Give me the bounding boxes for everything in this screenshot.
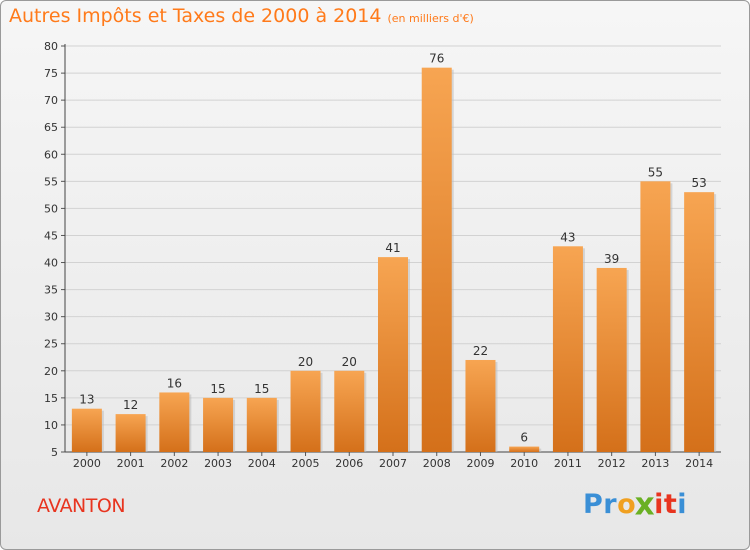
x-tick-label: 2013 (641, 457, 669, 470)
bar-2008 (421, 67, 452, 453)
data-label: 20 (342, 355, 357, 369)
y-tick-label: 65 (44, 121, 58, 134)
y-tick-label: 45 (44, 229, 58, 242)
bar-2014 (684, 192, 715, 452)
data-label: 20 (298, 355, 313, 369)
data-label: 15 (254, 382, 269, 396)
x-tick-label: 2000 (73, 457, 101, 470)
brand-logo: Proxiti (583, 486, 688, 523)
bar-2002 (159, 392, 190, 452)
x-tick-label: 2005 (292, 457, 320, 470)
y-tick-label: 55 (44, 175, 58, 188)
brand-logo-letter: i (677, 489, 688, 520)
x-tick-label: 2006 (335, 457, 363, 470)
bar-2011 (552, 246, 583, 452)
y-tick-label: 75 (44, 67, 58, 80)
y-tick-label: 80 (44, 40, 58, 53)
data-label: 41 (385, 241, 400, 255)
y-tick-label: 70 (44, 94, 58, 107)
brand-logo-letter: i (654, 489, 664, 520)
y-tick-label: 5 (51, 446, 58, 459)
x-tick-label: 2011 (554, 457, 582, 470)
y-tick-label: 10 (44, 419, 58, 432)
x-tick-label: 2001 (117, 457, 145, 470)
bar-2004 (246, 397, 277, 452)
x-tick-label: 2003 (204, 457, 232, 470)
data-label: 15 (210, 382, 225, 396)
x-tick-label: 2009 (466, 457, 494, 470)
brand-logo-letter: o (617, 489, 637, 520)
x-tick-label: 2004 (248, 457, 276, 470)
y-tick-labels: 5 10 15 20 25 30 35 40 45 50 55 60 65 70 75 80 (44, 40, 58, 459)
x-tick-label: 2008 (423, 457, 451, 470)
brand-logo-letter: t (663, 489, 678, 520)
x-tick-label: 2012 (598, 457, 626, 470)
bar-2006 (334, 370, 365, 452)
data-label: 13 (79, 393, 94, 407)
y-tick-label: 50 (44, 202, 58, 215)
y-tick-label: 20 (44, 365, 58, 378)
place-name: AVANTON (37, 495, 126, 517)
data-label: 39 (604, 252, 619, 266)
bar-2003 (203, 397, 234, 452)
brand-logo-letter: P (583, 489, 604, 520)
bar-2009 (465, 359, 496, 452)
chart-subtitle: (en milliers d'€) (387, 12, 474, 25)
data-label: 6 (520, 431, 528, 445)
data-label: 53 (691, 176, 706, 190)
data-label: 16 (167, 376, 182, 390)
data-label: 22 (473, 344, 488, 358)
data-label: 12 (123, 398, 138, 412)
x-tick-label: 2014 (685, 457, 713, 470)
x-tick-label: 2007 (379, 457, 407, 470)
data-label: 43 (560, 230, 575, 244)
y-tick-label: 35 (44, 284, 58, 297)
y-tick-label: 15 (44, 392, 58, 405)
data-labels: 13 12 16 15 15 20 20 41 76 22 6 43 39 55 53 (79, 52, 707, 445)
bar-2001 (115, 414, 146, 452)
y-tick-label: 25 (44, 338, 58, 351)
brand-logo-letter: x (634, 486, 656, 523)
bars (71, 67, 717, 453)
x-tick-labels: 2000 2001 2002 2003 2004 2005 2006 2007 2008 2009… (73, 457, 713, 470)
y-tick-label: 60 (44, 148, 58, 161)
bar-2012 (596, 267, 627, 452)
bar-2010 (509, 446, 540, 452)
x-tick-label: 2010 (510, 457, 538, 470)
bar-2005 (290, 370, 321, 452)
bar-2000 (71, 408, 102, 452)
title-row: Autres Impôts et Taxes de 2000 à 2014 (en… (9, 5, 474, 27)
bar-2013 (640, 181, 671, 453)
y-tick-label: 30 (44, 311, 58, 324)
data-label: 76 (429, 52, 444, 66)
chart-title: Autres Impôts et Taxes de 2000 à 2014 (9, 5, 382, 27)
brand-logo-letter: r (603, 489, 618, 520)
data-label: 55 (648, 165, 663, 179)
y-tick-label: 40 (44, 257, 58, 270)
x-tick-label: 2002 (160, 457, 188, 470)
bar-2007 (378, 257, 408, 452)
